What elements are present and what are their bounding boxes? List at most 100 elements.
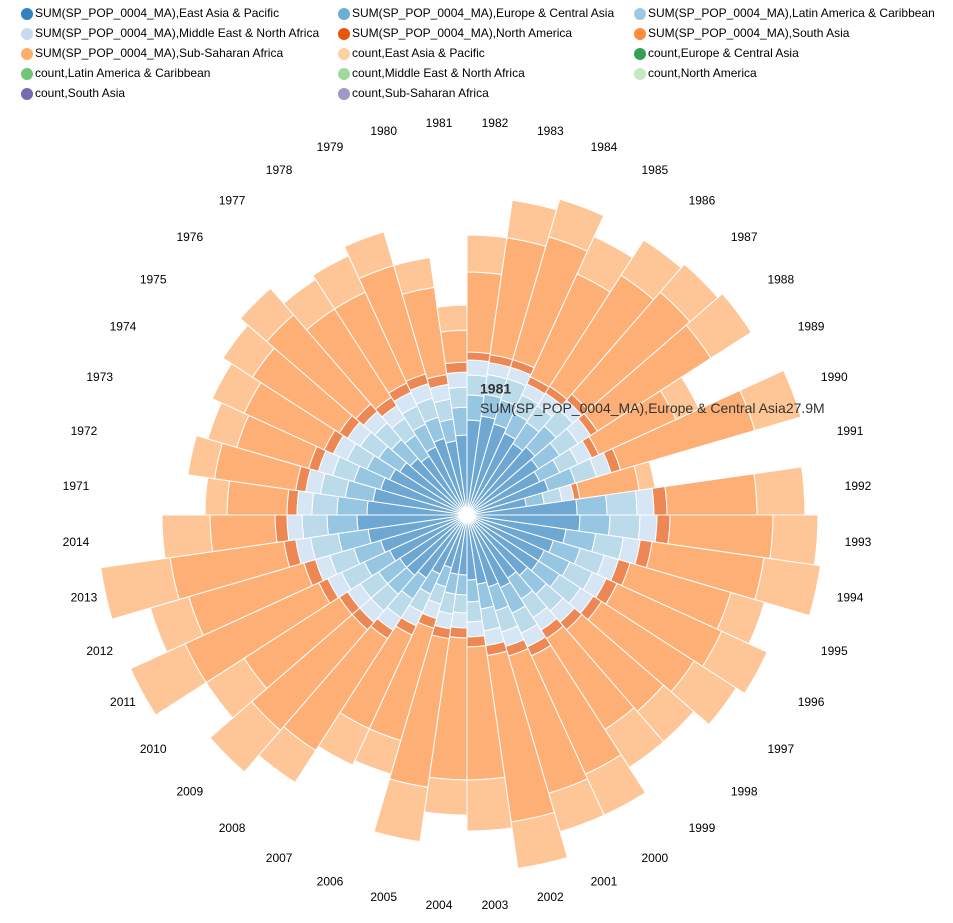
legend-label: count,Sub-Saharan Africa (352, 86, 489, 100)
legend-swatch (338, 8, 350, 20)
legend-label: count,Middle East & North Africa (352, 66, 525, 80)
category-label: 1973 (86, 370, 113, 384)
segment (605, 490, 638, 516)
category-label: 2013 (71, 590, 98, 604)
category-label: 2000 (642, 851, 669, 865)
category-label: 1995 (821, 644, 848, 658)
segment (739, 369, 802, 432)
category-label: 1993 (845, 535, 872, 549)
legend-label: count,Latin America & Caribbean (35, 66, 210, 80)
segment (446, 371, 468, 389)
category-label: 2005 (370, 890, 397, 904)
category-label: 1985 (642, 163, 669, 177)
category-label: 1977 (219, 193, 246, 207)
legend-swatch (634, 8, 646, 20)
segment (754, 557, 821, 617)
segment (634, 487, 655, 516)
category-label: 1971 (63, 479, 90, 493)
segment (466, 635, 487, 648)
segment (204, 477, 231, 516)
segment (444, 361, 468, 375)
legend-label: count,South Asia (35, 86, 125, 100)
tooltip-value: 27.9M (786, 400, 825, 416)
segment (448, 386, 468, 409)
category-label: 2006 (317, 874, 344, 888)
segment (274, 514, 290, 543)
legend-label: SUM(SP_POP_0004_MA),North America (352, 26, 572, 40)
tooltip-text: SUM(SP_POP_0004_MA),Europe & Central Asi… (480, 400, 825, 416)
category-label: 1982 (482, 116, 509, 130)
category-label: 1994 (837, 590, 864, 604)
legend-swatch (634, 48, 646, 60)
segment (296, 490, 315, 516)
legend-swatch (338, 48, 350, 60)
category-label: 1997 (767, 742, 794, 756)
legend-swatch (338, 28, 350, 40)
segment (161, 514, 214, 559)
segment (129, 643, 207, 716)
legend-swatch (21, 68, 33, 80)
segment (685, 292, 753, 359)
segment (637, 514, 658, 543)
segment (301, 514, 329, 540)
rose (100, 198, 821, 869)
category-label: 1996 (798, 695, 825, 709)
segment (209, 700, 282, 773)
segment (393, 257, 435, 295)
segment (651, 485, 668, 516)
category-label: 2011 (110, 695, 136, 709)
angle-labels: 1982 1983 1984 1985 1986 1987 1988 1989 1990 1991… (63, 116, 872, 912)
legend-swatch (634, 68, 646, 80)
segment (753, 466, 806, 516)
segment (510, 811, 569, 869)
legend-swatch (21, 8, 33, 20)
segment (466, 234, 508, 276)
category-label: 2012 (86, 644, 113, 658)
category-label: 1987 (731, 230, 758, 244)
category-label: 1976 (176, 230, 203, 244)
segment (654, 514, 671, 545)
segment (436, 304, 468, 333)
segment (239, 287, 295, 343)
legend-swatch (21, 88, 33, 100)
segment (466, 776, 513, 832)
segment (448, 626, 468, 639)
legend-label: SUM(SP_POP_0004_MA),Latin America & Cari… (648, 6, 935, 20)
category-label: 1975 (140, 272, 167, 286)
legend-label: count,North America (648, 66, 757, 80)
category-label: 2007 (266, 851, 293, 865)
category-label: 1989 (798, 319, 825, 333)
category-label: 1972 (71, 424, 98, 438)
category-label: 1999 (689, 821, 716, 835)
segment (343, 231, 395, 280)
segment (466, 359, 490, 377)
category-label: 1983 (537, 124, 564, 138)
segment (670, 660, 737, 726)
tooltip-title: 1981 (480, 381, 511, 397)
category-label: 2014 (63, 535, 90, 549)
legend-label: SUM(SP_POP_0004_MA),Europe & Central Asi… (352, 6, 614, 20)
segment (548, 198, 605, 252)
segment (423, 776, 468, 816)
category-label: 1998 (731, 784, 758, 798)
legend-label: SUM(SP_POP_0004_MA),East Asia & Pacific (35, 6, 279, 20)
segment (187, 434, 223, 480)
legend-label: SUM(SP_POP_0004_MA),Sub-Saharan Africa (35, 46, 283, 60)
category-label: 1986 (689, 193, 716, 207)
segment (286, 514, 305, 542)
legend-label: count,Europe & Central Asia (648, 46, 799, 60)
segment (440, 329, 468, 365)
category-label: 2003 (482, 898, 509, 912)
category-label: 2009 (176, 784, 203, 798)
category-label: 1990 (821, 370, 848, 384)
category-label: 2004 (426, 898, 453, 912)
legend-swatch (338, 68, 350, 80)
category-label: 1988 (767, 272, 794, 286)
legend-swatch (634, 28, 646, 40)
legend-label: SUM(SP_POP_0004_MA),Middle East & North … (35, 26, 319, 40)
category-label: 1978 (266, 163, 293, 177)
category-label: 1984 (591, 140, 618, 154)
legend: SUM(SP_POP_0004_MA),East Asia & Pacific S… (21, 6, 935, 100)
tooltip-series: SUM(SP_POP_0004_MA),Europe & Central Asi… (480, 400, 786, 416)
category-label: 2001 (591, 874, 618, 888)
